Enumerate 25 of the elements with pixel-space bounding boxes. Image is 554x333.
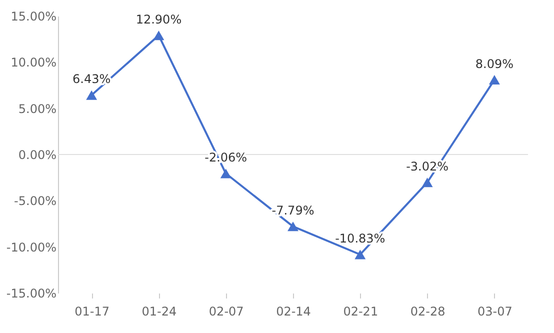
point — [354, 250, 366, 260]
point — [86, 90, 98, 100]
x-tick-label: 02-28 — [410, 304, 446, 318]
data-label: 6.43% — [72, 72, 111, 86]
x-tick-label: 02-07 — [208, 304, 244, 318]
x-tick-label: 01-17 — [74, 304, 110, 318]
y-tick-label: 5.00% — [18, 102, 56, 116]
point — [220, 168, 232, 178]
point — [153, 30, 164, 40]
data-label: 12.90% — [136, 12, 182, 26]
y-tick-label: 10.00% — [10, 56, 56, 70]
data-label: -7.79% — [272, 203, 314, 218]
point — [422, 178, 433, 188]
x-tick-label: 03-07 — [477, 304, 512, 318]
y-tick-label: -5.00% — [14, 194, 56, 208]
x-tick-label: 02-21 — [343, 304, 378, 318]
x-tick-label: 02-14 — [276, 304, 311, 318]
point — [288, 222, 298, 232]
y-tick-label: -10.00% — [6, 240, 56, 254]
x-tick-label: 01-24 — [142, 304, 177, 318]
y-tick-label: -15.00% — [6, 286, 56, 300]
y-tick-label: 15.00% — [10, 10, 56, 24]
point — [488, 75, 500, 85]
data-label: 8.09% — [475, 56, 514, 71]
y-tick-label: 0.00% — [18, 148, 56, 162]
